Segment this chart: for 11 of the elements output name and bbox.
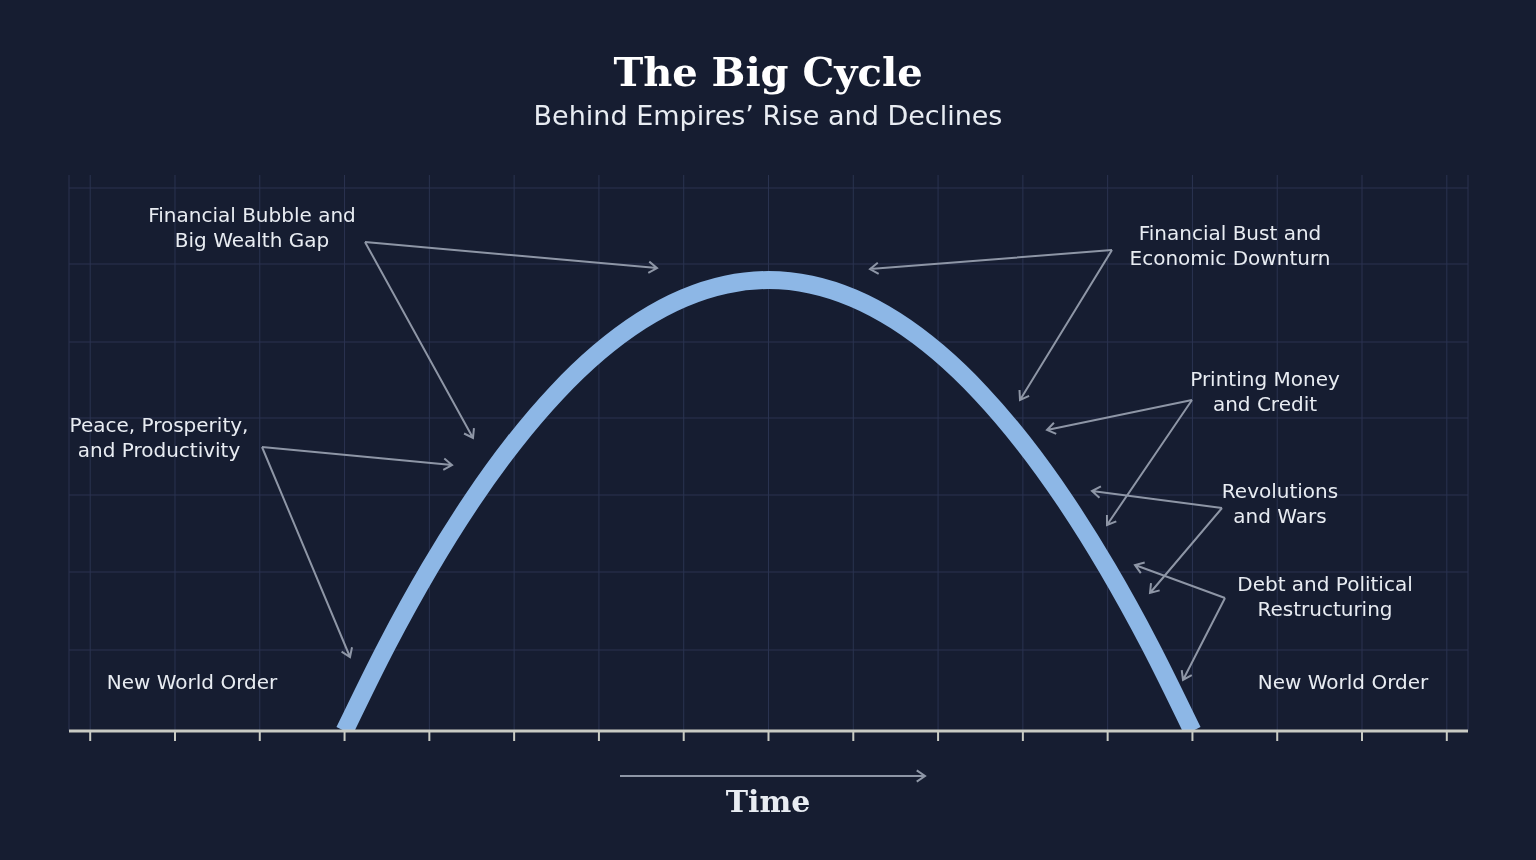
annotation: Peace, Prosperity, and Productivity <box>68 413 250 463</box>
annotation: Printing Money and Credit <box>1189 367 1341 417</box>
annotation: Revolutions and Wars <box>1220 479 1340 529</box>
chart-subtitle: Behind Empires’ Rise and Declines <box>532 100 1004 131</box>
annotation: New World Order <box>1256 670 1430 695</box>
text: Financial Bust and Economic Downturn <box>1128 221 1332 271</box>
annotation: New World Order <box>105 670 279 695</box>
chart-title: The Big Cycle <box>612 48 924 95</box>
annotation: Debt and Political Restructuring <box>1236 572 1414 622</box>
text: Financial Bubble and Big Wealth Gap <box>147 203 357 253</box>
x-axis-title: Time <box>724 784 812 819</box>
